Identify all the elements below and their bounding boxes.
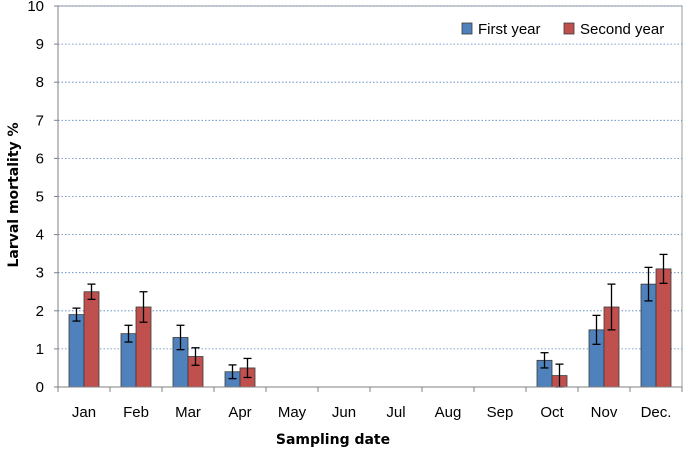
legend-swatch-first-year: [461, 22, 473, 35]
x-tick-label-mar: Mar: [175, 404, 201, 421]
error-bar-first-year-dec: [644, 266, 653, 302]
x-tick-label-jan: Jan: [72, 404, 96, 421]
error-bar-first-year-feb: [124, 324, 133, 343]
legend: First year Second year: [461, 21, 664, 38]
legend-label-second-year: Second year: [580, 21, 664, 38]
legend-swatch-second-year: [563, 22, 575, 35]
y-tick-label-9: 9: [36, 36, 44, 53]
bar-first-year-jan: [68, 314, 85, 388]
x-tick-label-may: May: [278, 404, 307, 421]
y-tick-label-10: 10: [27, 0, 44, 15]
axis-layer: 0 1 2 3 4 5 6 7 8 9 10 Jan Feb Mar Apr May Jun Jul Aug Sep O…: [27, 0, 683, 421]
x-tick-label-dec: Dec.: [641, 404, 672, 421]
y-tick-label-0: 0: [36, 379, 44, 396]
grid-layer: [57, 5, 683, 388]
legend-label-first-year: First year: [478, 21, 541, 38]
x-tick-label-jun: Jun: [332, 404, 356, 421]
y-tick-label-5: 5: [36, 189, 44, 206]
y-axis-title: Larval mortality %: [6, 122, 22, 267]
error-bar-second-year-dec: [659, 253, 668, 285]
x-axis-title: Sampling date: [276, 432, 390, 448]
error-bar-first-year-mar: [176, 324, 185, 351]
error-bar-second-year-mar: [191, 347, 200, 366]
x-tick-label-oct: Oct: [540, 404, 564, 421]
error-bar-first-year-oct: [540, 352, 549, 369]
y-tick-label-8: 8: [36, 74, 44, 91]
x-tick-label-apr: Apr: [228, 404, 251, 421]
x-tick-label-nov: Nov: [591, 404, 618, 421]
error-bar-second-year-nov: [607, 283, 616, 331]
y-tick-label-7: 7: [36, 112, 44, 129]
bar-second-year-dec: [655, 268, 672, 388]
error-bar-second-year-feb: [139, 291, 148, 323]
x-tick-label-feb: Feb: [123, 404, 149, 421]
x-tick-label-sep: Sep: [487, 404, 514, 421]
bar-second-year-jan: [83, 291, 100, 388]
y-tick-label-4: 4: [36, 227, 44, 244]
error-bar-second-year-apr: [243, 357, 252, 379]
y-tick-label-2: 2: [36, 303, 44, 320]
y-tick-label-6: 6: [36, 150, 44, 167]
y-tick-label-3: 3: [36, 265, 44, 282]
x-tick-label-jul: Jul: [386, 404, 405, 421]
bars-layer: [68, 253, 672, 388]
error-bar-second-year-jan: [87, 283, 96, 301]
x-tick-label-aug: Aug: [435, 404, 462, 421]
y-tick-label-1: 1: [36, 341, 44, 358]
error-bar-first-year-apr: [228, 364, 237, 380]
error-bar-first-year-nov: [592, 314, 601, 345]
error-bar-first-year-jan: [72, 307, 81, 322]
